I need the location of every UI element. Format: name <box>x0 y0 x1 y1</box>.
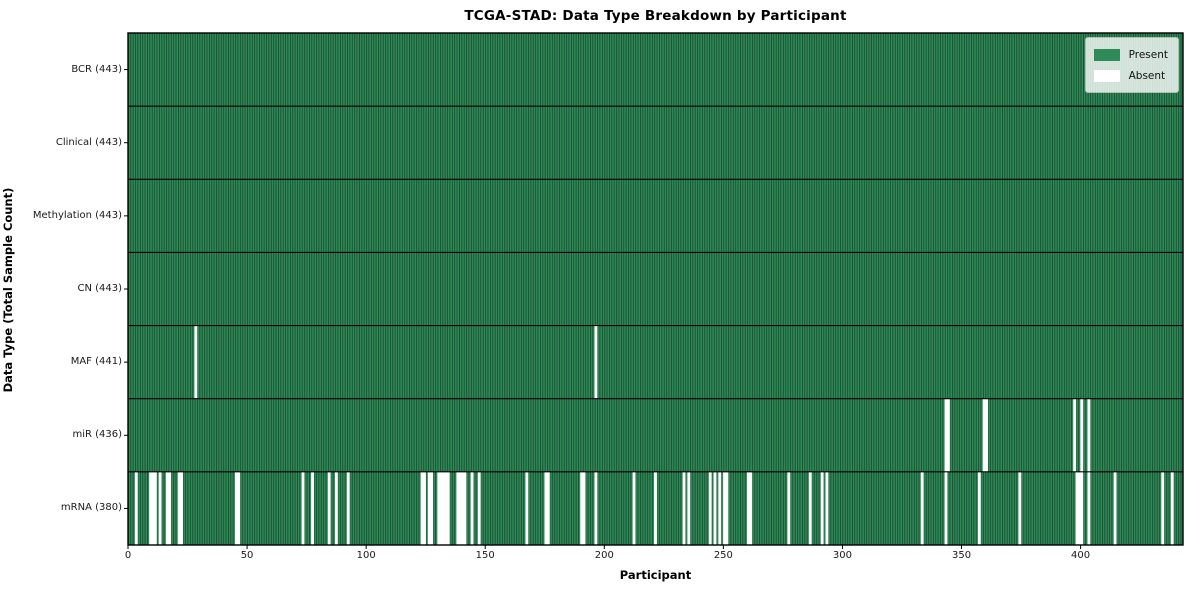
present-swatch-icon <box>1093 48 1120 61</box>
y-tick-label: mRNA (380) <box>60 502 122 514</box>
heatmap-canvas <box>124 32 1184 549</box>
x-tick-label: 300 <box>832 550 852 561</box>
heatmap-plot-area: Present Absent <box>124 32 1184 549</box>
legend-absent-label: Absent <box>1128 69 1166 82</box>
x-axis-label: Participant <box>619 568 692 582</box>
legend-item-absent: Absent <box>1093 65 1168 86</box>
chart-title: TCGA-STAD: Data Type Breakdown by Partic… <box>464 8 847 24</box>
x-tick-label: 200 <box>594 550 614 561</box>
x-tick-label: 50 <box>240 550 254 561</box>
y-tick-label: MAF (441) <box>70 356 122 368</box>
y-tick-label: miR (436) <box>72 429 122 441</box>
legend-box: Present Absent <box>1084 37 1179 93</box>
x-tick-label: 400 <box>1071 550 1091 561</box>
x-tick-label: 350 <box>951 550 972 561</box>
y-tick-label: BCR (443) <box>71 63 122 75</box>
x-tick-label: 100 <box>356 550 376 561</box>
y-tick-label: Methylation (443) <box>32 209 122 221</box>
absent-swatch-icon <box>1093 69 1120 82</box>
x-tick-label: 250 <box>713 550 733 561</box>
y-tick-label: CN (443) <box>77 283 122 294</box>
x-tick-label: 150 <box>475 550 495 561</box>
y-tick-label: Clinical (443) <box>55 136 122 148</box>
x-tick-label: 0 <box>124 550 132 561</box>
legend-item-present: Present <box>1093 44 1168 65</box>
legend-present-label: Present <box>1128 48 1168 61</box>
